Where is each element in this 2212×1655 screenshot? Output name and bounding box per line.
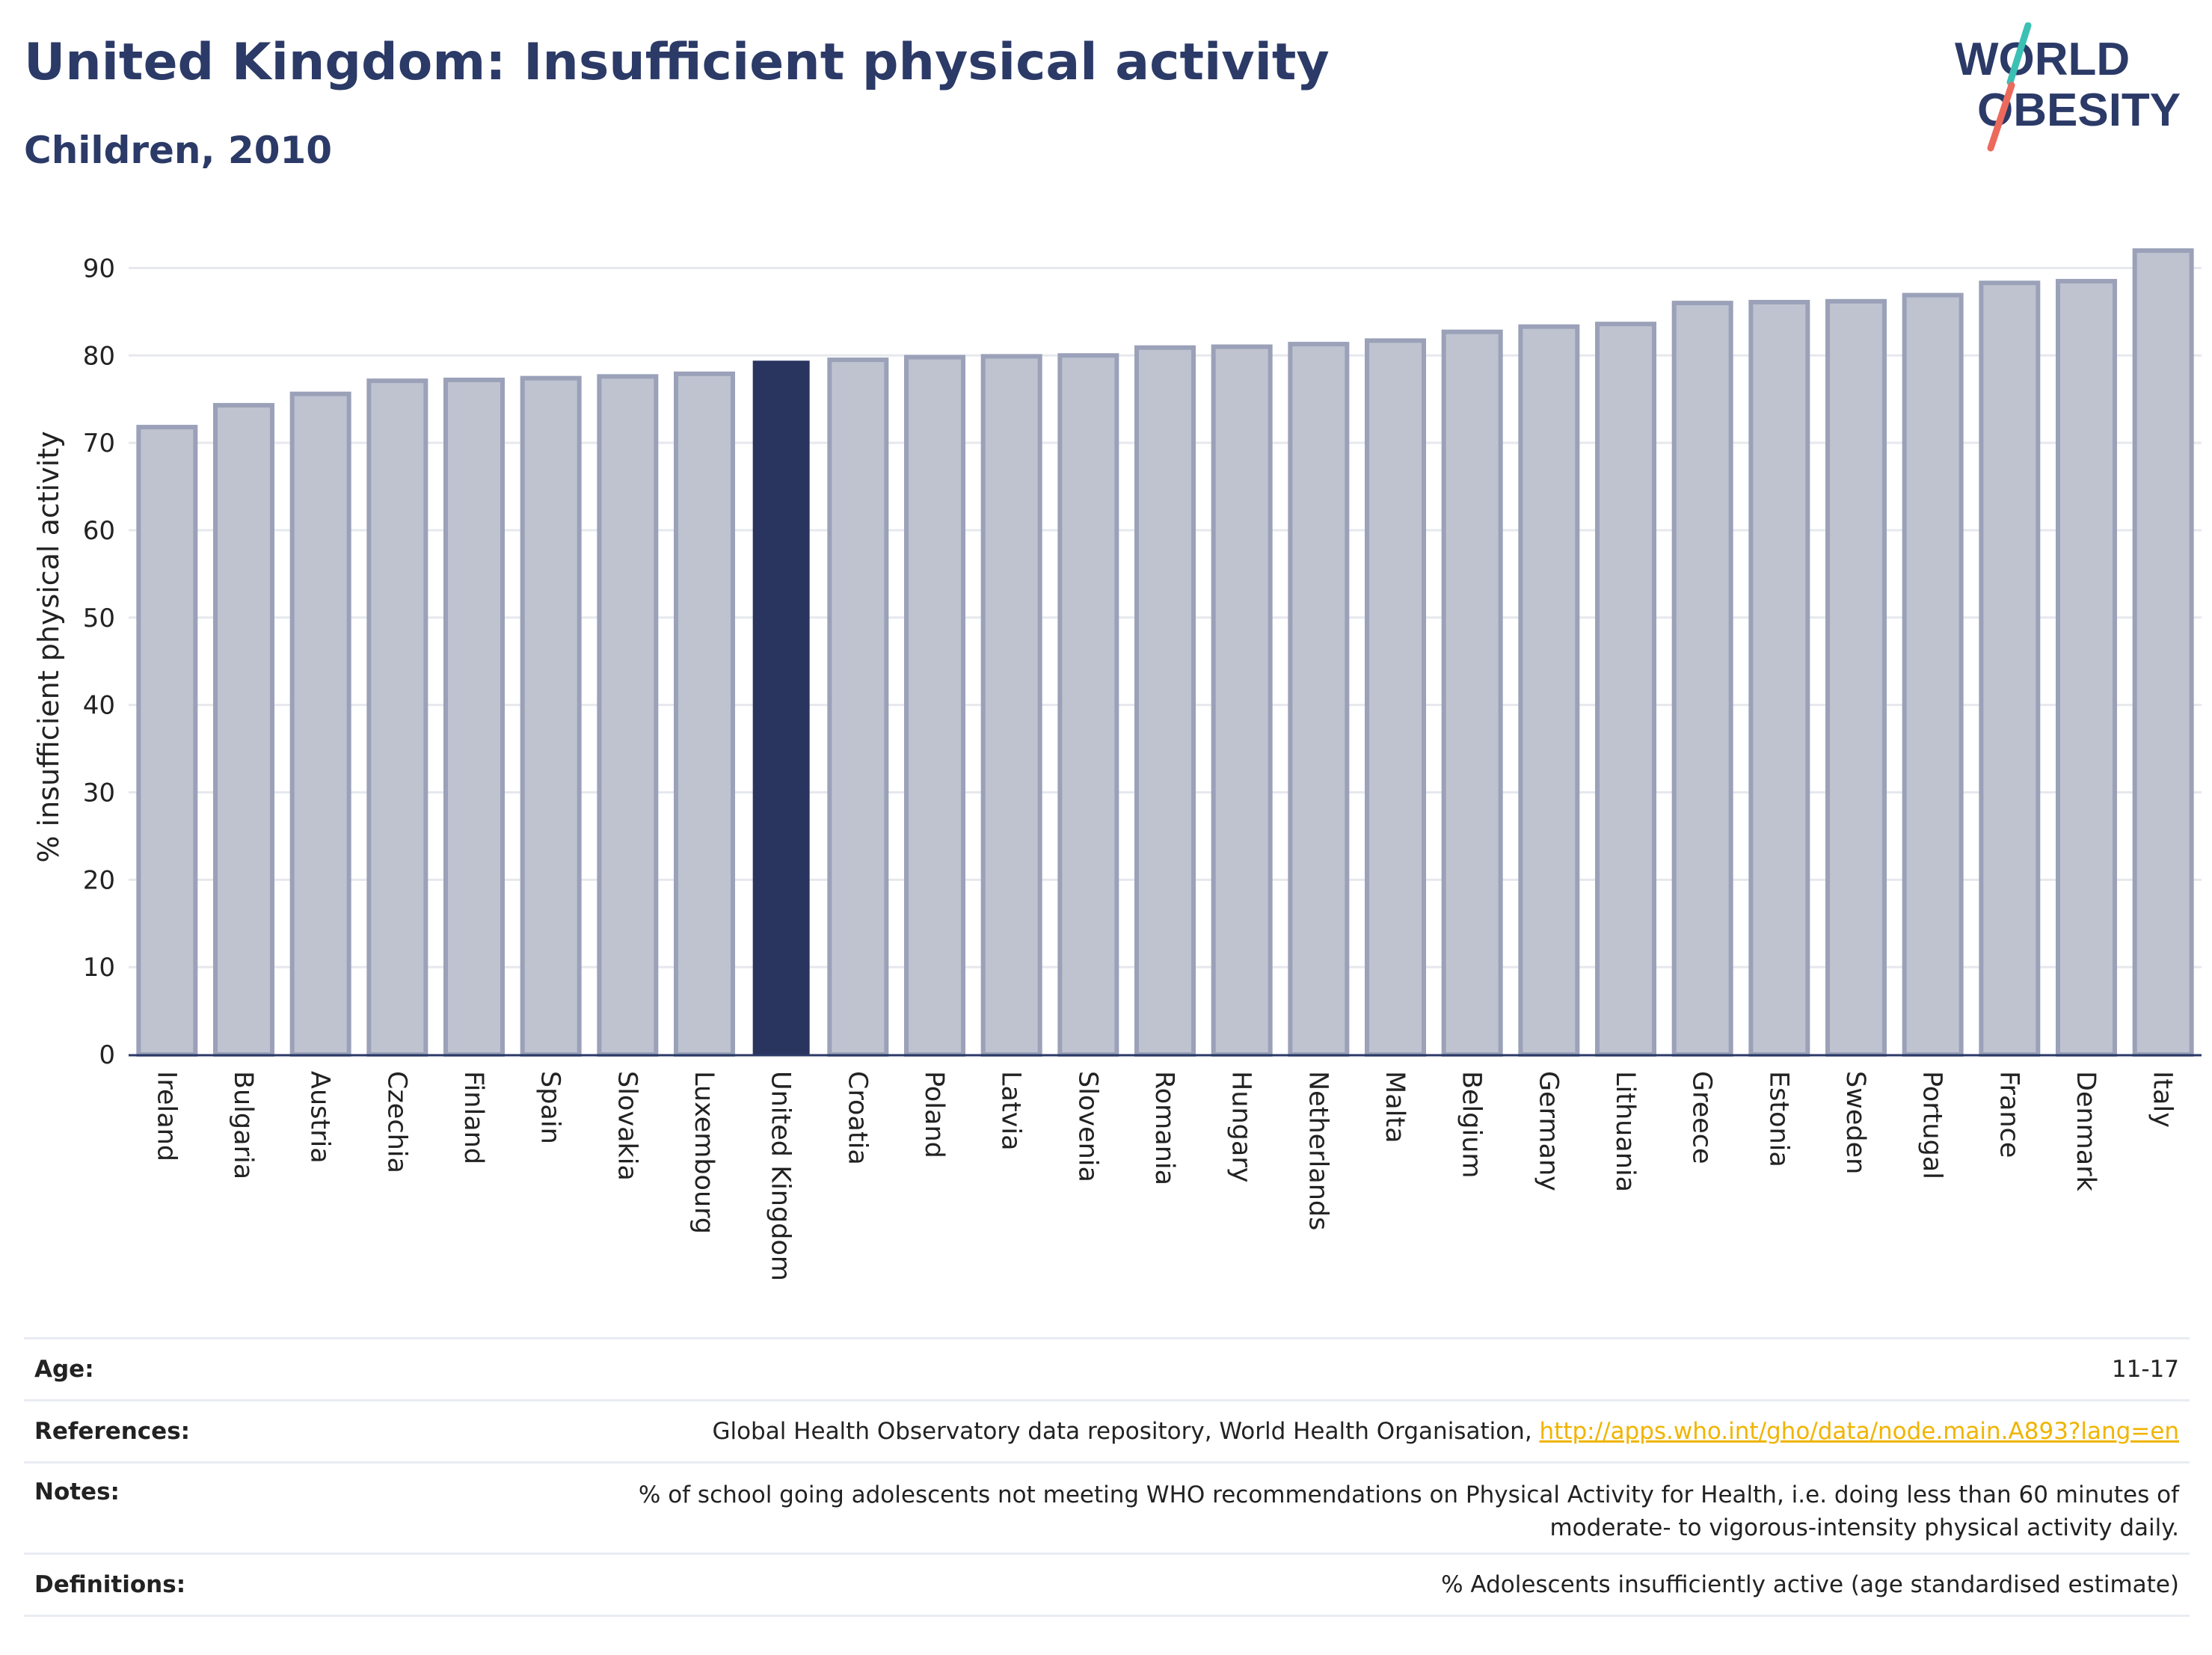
bar — [1902, 292, 1964, 1057]
bar — [674, 371, 735, 1057]
y-tick-label: 0 — [99, 1040, 115, 1070]
bar — [1595, 322, 1656, 1057]
logo-coral-stroke — [1987, 82, 2015, 152]
x-tick-label: Croatia — [842, 1071, 872, 1165]
x-tick-label: Italy — [2148, 1071, 2178, 1128]
bar — [1211, 344, 1273, 1057]
bar — [827, 357, 889, 1057]
y-tick-label: 20 — [83, 865, 115, 895]
x-tick-label: Ireland — [151, 1071, 181, 1161]
bar — [2056, 278, 2117, 1057]
references-label: References: — [34, 1418, 191, 1445]
y-tick-label: 80 — [83, 341, 115, 371]
bar — [443, 377, 505, 1057]
y-tick-label: 60 — [83, 516, 115, 546]
x-tick-label: Belgium — [1457, 1071, 1487, 1179]
notes-line-2: moderate- to vigorous-intensity physical… — [1549, 1514, 2179, 1541]
x-tick-label: Latvia — [996, 1071, 1026, 1151]
footer-row-notes: Notes: % of school going adolescents not… — [24, 1461, 2190, 1553]
definitions-label: Definitions: — [34, 1571, 186, 1598]
definitions-value: % Adolescents insufficiently active (age… — [1441, 1571, 2179, 1598]
footer-row-age: Age: 11-17 — [24, 1337, 2190, 1399]
bar — [520, 375, 582, 1057]
x-tick-label: Romania — [1149, 1071, 1179, 1185]
x-tick-label: Hungary — [1226, 1071, 1256, 1182]
x-tick-label: Lithuania — [1610, 1071, 1640, 1192]
bar — [213, 402, 274, 1057]
bar — [1441, 329, 1503, 1057]
x-tick-label: Portugal — [1917, 1071, 1947, 1179]
y-axis-title: % insufficient physical activity — [32, 431, 65, 862]
x-tick-label: United Kingdom — [766, 1071, 796, 1281]
y-tick-label: 70 — [83, 429, 115, 458]
bar — [597, 374, 659, 1057]
world-obesity-logo: WORLD OBESITY — [1955, 22, 2181, 152]
age-value: 11-17 — [2111, 1356, 2179, 1383]
bar — [1825, 298, 1887, 1057]
y-tick-label: 40 — [83, 691, 115, 721]
bar — [366, 378, 428, 1057]
references-link[interactable]: http://apps.who.int/gho/data/node.main.A… — [1539, 1418, 2179, 1445]
chart-title: United Kingdom: Insufficient physical ac… — [24, 33, 1330, 92]
x-tick-label: Poland — [919, 1071, 949, 1158]
age-label: Age: — [34, 1356, 94, 1383]
y-tick-label: 30 — [83, 778, 115, 808]
x-tick-label: Greece — [1687, 1071, 1717, 1164]
notes-line-1: % of school going adolescents not meetin… — [638, 1481, 2179, 1508]
x-tick-label: Estonia — [1763, 1071, 1793, 1167]
bar — [1979, 280, 2041, 1057]
bar — [1518, 324, 1580, 1057]
bar — [1365, 338, 1426, 1057]
y-tick-label: 50 — [83, 604, 115, 633]
bar — [1288, 342, 1350, 1057]
bar — [289, 391, 351, 1057]
footer-row-references: References: Global Health Observatory da… — [24, 1399, 2190, 1461]
bar — [1748, 299, 1810, 1057]
y-tick-label: 10 — [83, 953, 115, 983]
references-text: Global Health Observatory data repositor… — [712, 1418, 1540, 1445]
x-tick-label: Luxembourg — [689, 1071, 719, 1234]
x-tick-label: Sweden — [1840, 1071, 1870, 1174]
x-tick-label: Netherlands — [1303, 1071, 1333, 1230]
x-tick-label: France — [1994, 1071, 2024, 1158]
x-tick-label: Czechia — [381, 1071, 411, 1173]
x-tick-label: Austria — [305, 1071, 335, 1164]
bar — [980, 354, 1042, 1057]
x-tick-label: Germany — [1533, 1071, 1563, 1191]
bar — [904, 354, 965, 1057]
notes-value: % of school going adolescents not meetin… — [639, 1479, 2190, 1544]
x-tick-label: Slovenia — [1072, 1071, 1102, 1182]
x-tick-label: Slovakia — [612, 1071, 642, 1181]
logo-teal-stroke — [2006, 22, 2032, 86]
x-tick-label: Denmark — [2071, 1071, 2101, 1192]
bar — [1134, 345, 1196, 1057]
bar — [2132, 248, 2194, 1057]
bar — [136, 425, 198, 1057]
references-value: Global Health Observatory data repositor… — [712, 1415, 2190, 1448]
x-tick-label: Finland — [458, 1071, 488, 1164]
notes-label: Notes: — [34, 1479, 120, 1505]
y-tick-label: 90 — [83, 254, 115, 283]
bar-chart: 0 10 20 30 40 50 60 70 80 90 % insufficient physic… — [32, 248, 2202, 1281]
logo-word-world: WORLD — [1955, 34, 2130, 85]
footer-row-definitions: Definitions: % Adolescents insufficientl… — [24, 1553, 2190, 1617]
chart-footer: Age: 11-17 References: Global Health Obs… — [24, 1337, 2190, 1617]
bar — [1671, 301, 1733, 1057]
bar — [1057, 353, 1119, 1057]
x-tick-label: Malta — [1380, 1071, 1410, 1143]
x-tick-label: Spain — [535, 1071, 565, 1144]
bar — [752, 360, 810, 1054]
chart-subtitle: Children, 2010 — [24, 129, 333, 172]
x-tick-label: Bulgaria — [228, 1071, 258, 1179]
